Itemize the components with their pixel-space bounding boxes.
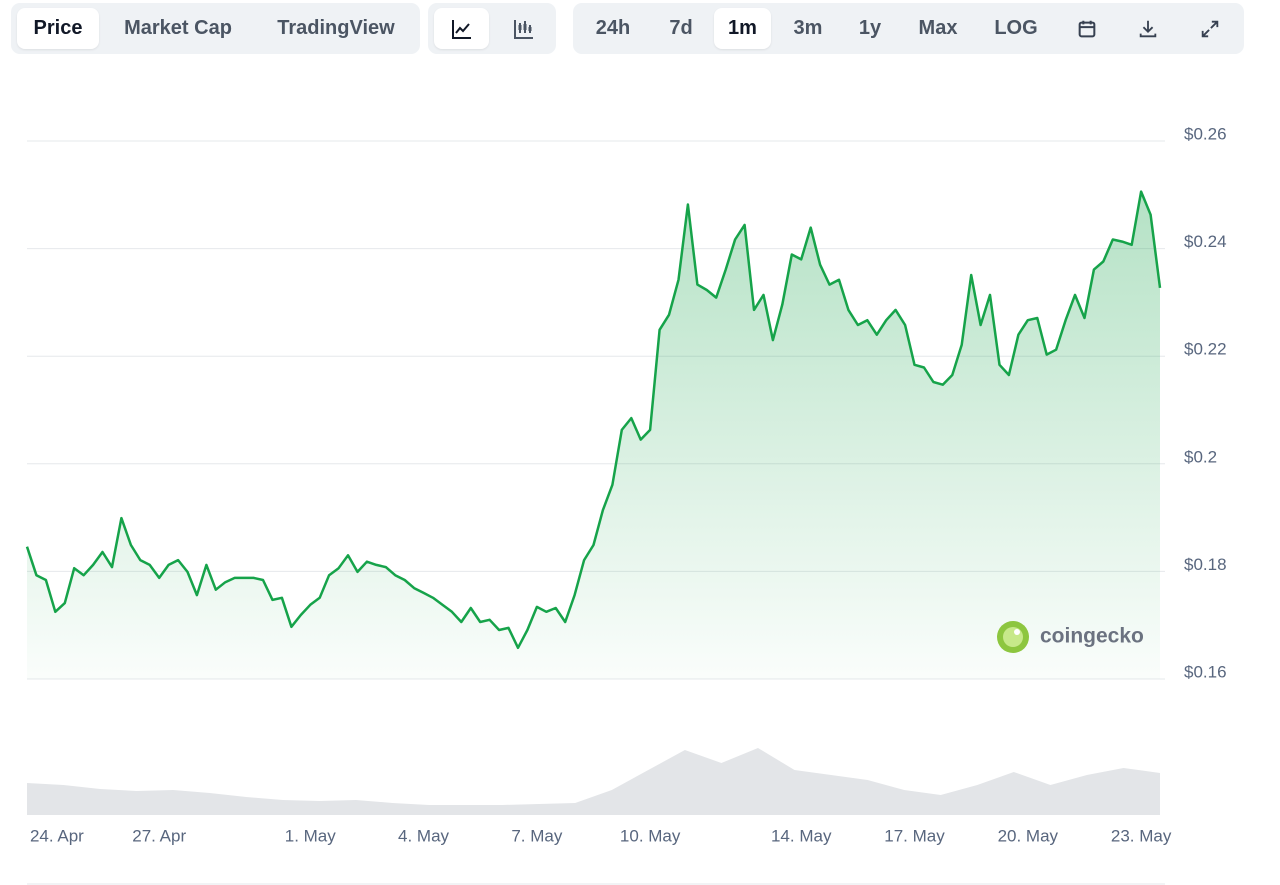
y-tick-label: $0.18 <box>1184 555 1227 574</box>
watermark-text: coingecko <box>1040 625 1144 648</box>
x-tick-label: 24. Apr <box>30 826 84 845</box>
download-icon <box>1139 20 1157 38</box>
x-tick-label: 17. May <box>884 826 945 845</box>
download-button[interactable] <box>1124 8 1172 49</box>
x-tick-label: 4. May <box>398 826 450 845</box>
tab[interactable]: Price <box>17 8 99 49</box>
range-tab[interactable]: Max <box>918 17 958 39</box>
tab[interactable]: TradingView <box>277 17 395 39</box>
candle-icon <box>513 20 533 39</box>
calendar-button[interactable] <box>1063 8 1111 49</box>
line-icon <box>451 20 471 39</box>
candle-chart-button[interactable] <box>496 8 551 49</box>
x-tick-label: 1. May <box>285 826 337 845</box>
fullscreen-button[interactable] <box>1186 8 1234 49</box>
x-tick-label: 10. May <box>620 826 681 845</box>
y-tick-label: $0.22 <box>1184 340 1227 359</box>
x-tick-label: 27. Apr <box>132 826 186 845</box>
price-area <box>27 191 1160 679</box>
log-toggle[interactable]: LOG <box>994 17 1038 39</box>
volume-area <box>27 748 1160 815</box>
y-tick-label: $0.26 <box>1184 124 1227 143</box>
calendar-icon <box>1078 20 1096 38</box>
range-tab[interactable]: 24h <box>595 17 631 39</box>
line-chart-button[interactable] <box>434 8 489 49</box>
watermark: coingecko <box>997 621 1144 653</box>
price-line <box>25 190 1162 650</box>
y-tick-label: $0.2 <box>1184 447 1217 466</box>
x-tick-label: 20. May <box>998 826 1059 845</box>
chart-type-tabs <box>428 3 556 54</box>
range-tab[interactable]: 1m <box>714 8 771 49</box>
x-tick-label: 23. May <box>1111 826 1172 845</box>
fullscreen-icon <box>1201 20 1219 38</box>
y-tick-label: $0.24 <box>1184 232 1227 251</box>
tab[interactable]: Market Cap <box>124 17 232 39</box>
y-tick-label: $0.16 <box>1184 662 1227 681</box>
view-tabs: Price Market Cap TradingView <box>11 3 420 54</box>
range-tab[interactable]: 3m <box>793 17 823 39</box>
range-tabs: 24h 7d 1m 3m 1y Max LOG <box>573 3 1244 54</box>
x-tick-label: 7. May <box>511 826 563 845</box>
x-tick-label: 14. May <box>771 826 832 845</box>
range-tab[interactable]: 1y <box>858 17 882 39</box>
range-tab[interactable]: 7d <box>669 17 693 39</box>
